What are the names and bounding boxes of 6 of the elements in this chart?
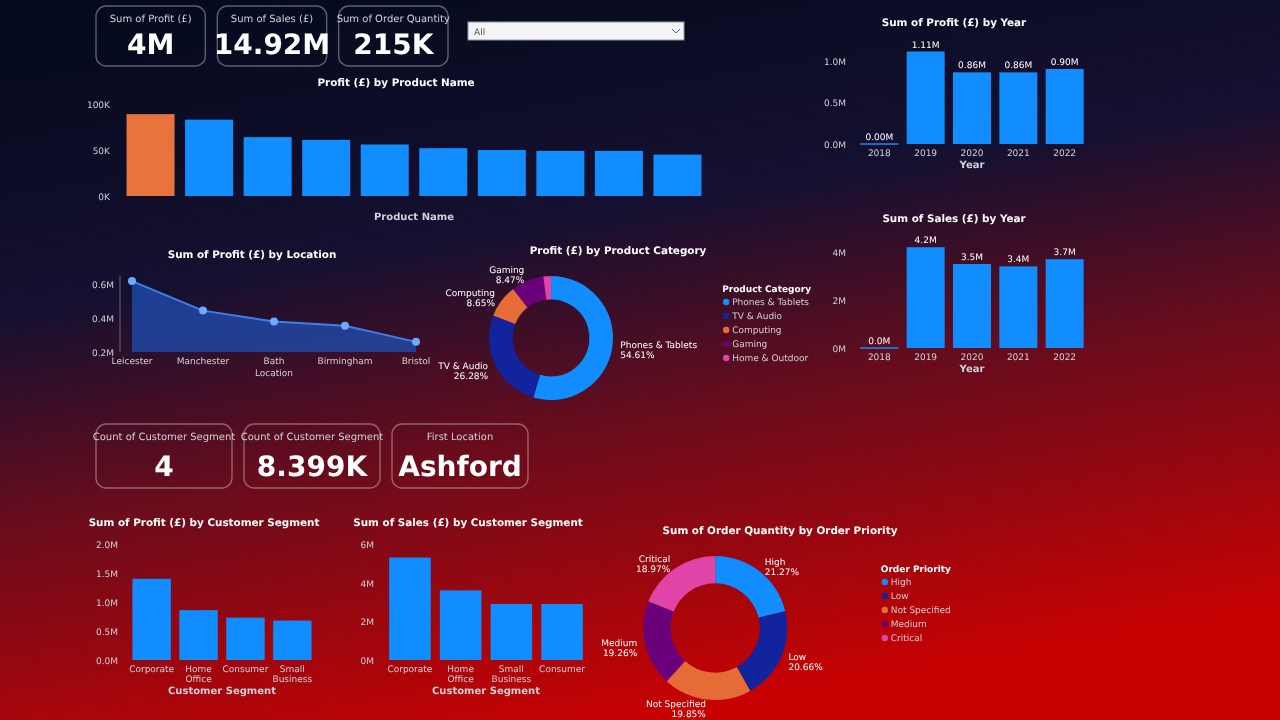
text: 4M [126, 30, 175, 62]
text: 14.92M [213, 30, 331, 62]
text: 4 [154, 452, 175, 484]
text: 215K [353, 30, 436, 62]
text: 8.399K [256, 452, 370, 484]
text: Ashford [398, 452, 522, 484]
